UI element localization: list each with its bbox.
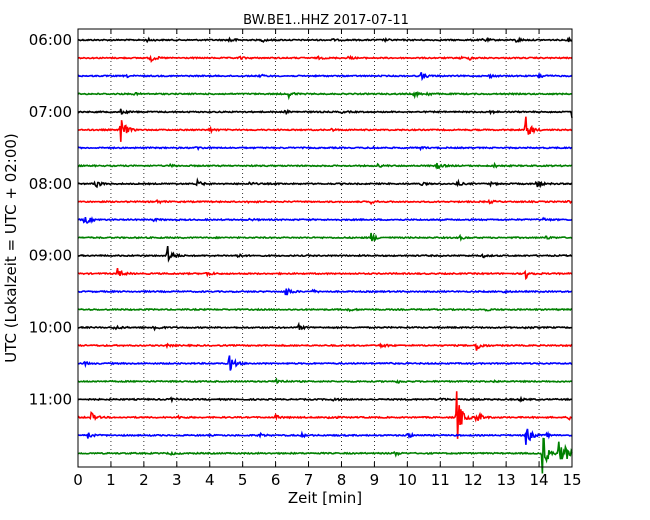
x-tick-label: 1 (106, 471, 116, 489)
y-tick-label: 08:00 (29, 175, 72, 193)
y-tick-label: 07:00 (29, 103, 72, 121)
x-tick-label: 15 (562, 471, 581, 489)
x-tick-label: 9 (370, 471, 380, 489)
seismogram-trace (77, 267, 573, 281)
seismogram-trace (77, 54, 573, 64)
seismogram-trace (77, 428, 573, 445)
seismogram-trace (77, 216, 573, 224)
x-tick-label: 13 (497, 471, 516, 489)
x-tick-label: 7 (304, 471, 314, 489)
y-axis-label: UTC (Lokalzeit = UTC + 02:00) (2, 133, 20, 363)
seismogram-trace (77, 245, 572, 263)
x-tick-label: 14 (530, 471, 549, 489)
seismogram-trace (77, 90, 573, 101)
seismogram-trace (77, 287, 573, 296)
seismogram-trace (77, 116, 573, 142)
seismogram-trace (77, 36, 573, 44)
seismogram-trace (77, 395, 572, 404)
x-axis-label: Zeit [min] (288, 489, 362, 507)
x-tick-label: 8 (337, 471, 347, 489)
x-tick-label: 6 (271, 471, 281, 489)
seismogram-trace (77, 391, 573, 439)
x-tick-label: 0 (73, 471, 83, 489)
x-tick-label: 2 (139, 471, 149, 489)
x-axis-ticks: 0 1 2 3 4 5 6 7 8 9 10 11 12 13 14 15 (73, 29, 582, 489)
seismogram-trace (77, 108, 573, 119)
x-tick-label: 5 (238, 471, 248, 489)
seismogram-trace (77, 177, 573, 189)
x-tick-label: 12 (464, 471, 483, 489)
seismogram-trace (77, 145, 573, 152)
seismogram-trace (77, 342, 573, 351)
seismogram-trace (77, 377, 573, 385)
seismogram-trace (78, 321, 573, 332)
plot-frame (77, 28, 573, 468)
y-tick-label: 09:00 (29, 247, 72, 265)
seismogram-trace (77, 71, 573, 82)
y-tick-label: 06:00 (29, 31, 72, 49)
chart-title: BW.BE1..HHZ 2017-07-11 (243, 13, 409, 28)
y-tick-label: 10:00 (29, 319, 72, 337)
y-axis-ticks: 06:00 07:00 08:00 09:00 10:00 11:00 (29, 31, 572, 408)
seismogram-trace (77, 355, 573, 371)
seismogram-trace (77, 198, 573, 206)
x-tick-label: 3 (172, 471, 182, 489)
y-tick-label: 11:00 (29, 390, 72, 408)
x-tick-label: 10 (398, 471, 417, 489)
x-tick-label: 11 (431, 471, 450, 489)
seismogram-trace (77, 307, 573, 313)
x-tick-label: 4 (205, 471, 215, 489)
seismogram-trace (77, 161, 573, 170)
trace-group (77, 36, 573, 474)
seismogram-trace (77, 232, 573, 242)
seismogram-trace (77, 437, 573, 474)
